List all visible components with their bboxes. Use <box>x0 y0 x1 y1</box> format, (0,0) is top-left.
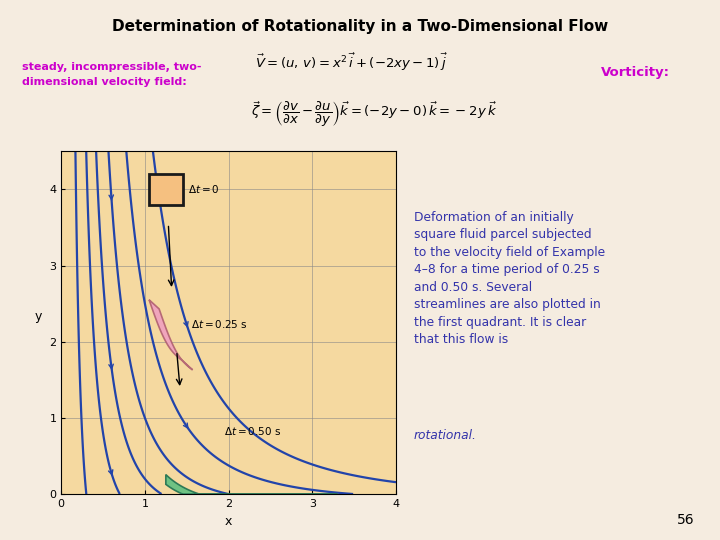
Text: 56: 56 <box>678 512 695 526</box>
Text: Deformation of an initially
square fluid parcel subjected
to the velocity field : Deformation of an initially square fluid… <box>414 211 605 346</box>
Text: dimensional velocity field:: dimensional velocity field: <box>22 77 186 87</box>
Text: steady, incompressible, two-: steady, incompressible, two- <box>22 62 201 72</box>
Text: $\Delta t = 0$: $\Delta t = 0$ <box>189 183 220 195</box>
Text: Determination of Rotationality in a Two-Dimensional Flow: Determination of Rotationality in a Two-… <box>112 19 608 34</box>
Text: $\Delta t = 0.25\ \mathrm{s}$: $\Delta t = 0.25\ \mathrm{s}$ <box>191 318 248 330</box>
Text: Vorticity:: Vorticity: <box>601 66 670 79</box>
X-axis label: x: x <box>225 515 233 528</box>
Y-axis label: y: y <box>35 309 42 322</box>
Text: $\vec{V} = (u,\,v) = x^2\,\vec{i} + (-2xy - 1)\,\vec{j}$: $\vec{V} = (u,\,v) = x^2\,\vec{i} + (-2x… <box>255 51 448 73</box>
Polygon shape <box>166 475 338 494</box>
Text: rotational.: rotational. <box>414 429 477 442</box>
Polygon shape <box>149 300 193 370</box>
Text: $\vec{\zeta} = \left(\dfrac{\partial v}{\partial x} - \dfrac{\partial u}{\partia: $\vec{\zeta} = \left(\dfrac{\partial v}{… <box>251 100 497 129</box>
FancyBboxPatch shape <box>149 174 183 205</box>
Text: $\Delta t = 0.50\ \mathrm{s}$: $\Delta t = 0.50\ \mathrm{s}$ <box>225 424 282 437</box>
